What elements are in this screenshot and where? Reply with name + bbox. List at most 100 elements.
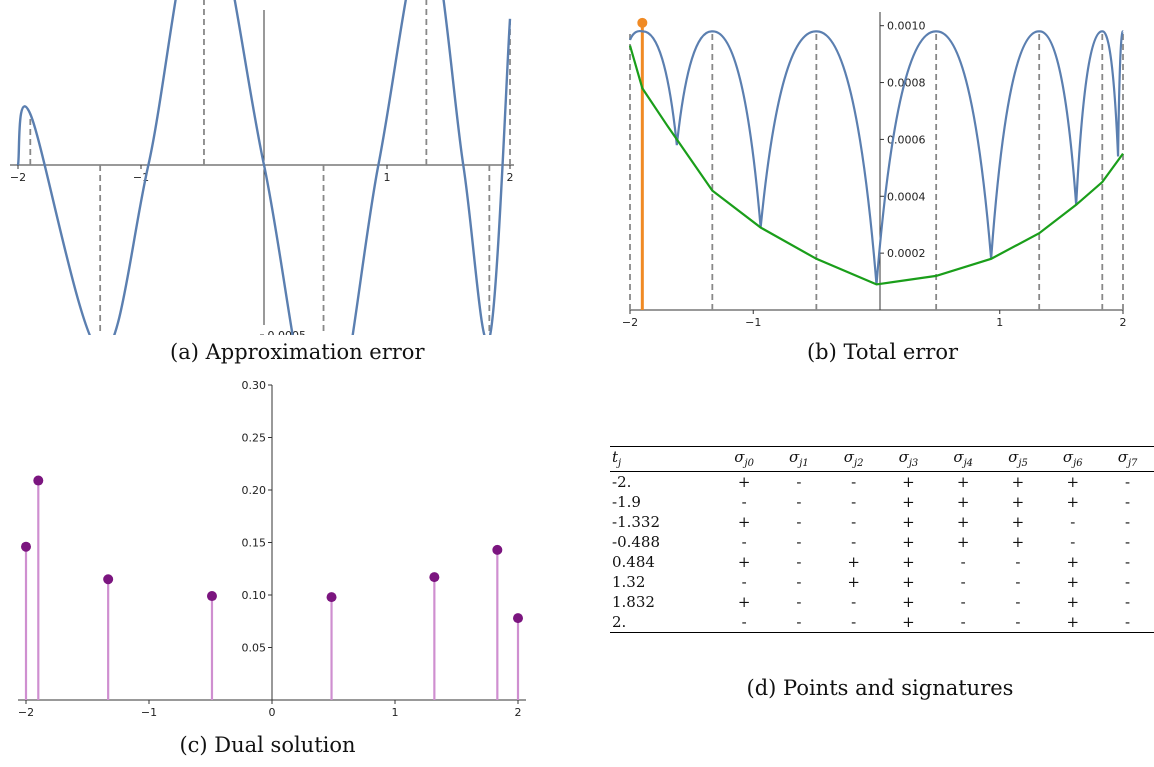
y-tick-label: 0.15 bbox=[242, 537, 267, 550]
table-cell: - bbox=[796, 513, 802, 531]
table-cell: - bbox=[990, 612, 1046, 633]
envelope-curve bbox=[628, 45, 1124, 286]
table-cell: - bbox=[1125, 533, 1131, 551]
table-cell: + bbox=[902, 553, 915, 571]
table-cell: - bbox=[851, 533, 857, 551]
x-tick-label: 2 bbox=[515, 706, 522, 719]
table-cell: - bbox=[1100, 612, 1154, 633]
table-row: 1.32 - - + + - - + - bbox=[610, 572, 1154, 592]
table-cell: + bbox=[881, 612, 936, 633]
y-tick-label: 0.0008 bbox=[887, 77, 926, 90]
table-header-cell: σj5 bbox=[990, 446, 1046, 472]
signature-table: tj σj0 σj1 σj2 σj3 σj4 σj5 σj6 σj7 -2. + - - + + + + - -1… bbox=[610, 446, 1154, 633]
table-row: -1.332 + - - + + + - - bbox=[610, 512, 1154, 532]
x-tick-label: −1 bbox=[745, 316, 761, 329]
table-cell: + bbox=[737, 513, 751, 531]
table-cell: + bbox=[956, 473, 970, 491]
y-tick-label: 0.0005 bbox=[268, 0, 307, 2]
table-cell: - bbox=[796, 493, 802, 511]
dual-point bbox=[33, 475, 44, 486]
table-cell: + bbox=[847, 553, 860, 571]
x-tick-label: 2 bbox=[507, 171, 514, 184]
error-curve bbox=[16, 0, 512, 335]
table-header-cell: σj2 bbox=[826, 446, 882, 472]
table-row: 1.832 + - - + - - + - bbox=[610, 592, 1154, 612]
table-cell: - bbox=[796, 473, 802, 491]
table-cell: + bbox=[1066, 493, 1080, 511]
table-cell: + bbox=[902, 473, 915, 491]
table-header-cell: σj6 bbox=[1045, 446, 1101, 472]
table-cell: - bbox=[960, 593, 966, 611]
table-cell: 2. bbox=[610, 612, 717, 633]
table-cell: - bbox=[796, 573, 802, 591]
x-tick-label: 0 bbox=[269, 706, 276, 719]
caption-approximation-error: (a) Approximation error bbox=[170, 340, 425, 364]
table-cell: + bbox=[737, 593, 751, 611]
table-cell: + bbox=[737, 473, 751, 491]
table-cell: - bbox=[1125, 573, 1131, 591]
table-header-cell: σj0 bbox=[716, 446, 772, 472]
dual-point bbox=[206, 591, 217, 602]
table-cell: - bbox=[741, 493, 747, 511]
table-cell: + bbox=[902, 513, 915, 531]
table-cell: + bbox=[1066, 593, 1080, 611]
table-cell: - bbox=[851, 513, 857, 531]
table-cell: - bbox=[796, 553, 802, 571]
table-cell: + bbox=[956, 533, 970, 551]
dual-point bbox=[21, 541, 31, 552]
table-cell: - bbox=[960, 553, 966, 571]
y-tick-label: 0.0006 bbox=[887, 133, 926, 146]
y-tick-label: 0.0004 bbox=[887, 190, 926, 203]
x-tick-label: −1 bbox=[141, 706, 157, 719]
table-header-cell: tj bbox=[610, 446, 717, 472]
dual-solution-chart: −2 −1 0 1 2 0.05 0.10 0.15 0.20 0.25 0.30 bbox=[18, 379, 526, 719]
dual-point bbox=[513, 613, 523, 624]
caption-points-and-signatures: (d) Points and signatures bbox=[746, 676, 1014, 700]
total-error-curve bbox=[628, 29, 1125, 285]
table-cell: + bbox=[902, 533, 915, 551]
table-cell: -1.332 bbox=[612, 513, 661, 531]
table-cell: -0.488 bbox=[612, 533, 661, 551]
dual-point bbox=[326, 592, 337, 603]
table-cell: - bbox=[1070, 533, 1076, 551]
y-tick-label: 0.20 bbox=[242, 484, 267, 497]
caption-total-error: (b) Total error bbox=[806, 340, 959, 364]
table-header-cell: σj1 bbox=[771, 446, 827, 472]
table-cell: + bbox=[1011, 533, 1025, 551]
table-cell: - bbox=[826, 612, 882, 633]
table-cell: -1.9 bbox=[612, 493, 641, 511]
dual-point bbox=[492, 544, 503, 555]
table-cell: - bbox=[935, 612, 991, 633]
table-header-cell: σj7 bbox=[1100, 446, 1154, 472]
table-cell: - bbox=[1125, 513, 1131, 531]
table-cell: - bbox=[1015, 573, 1021, 591]
table-cell: -2. bbox=[612, 473, 632, 491]
dual-point bbox=[429, 572, 440, 583]
table-cell: - bbox=[1125, 493, 1131, 511]
table-cell: - bbox=[851, 593, 857, 611]
y-tick-label: 0.0010 bbox=[887, 20, 926, 33]
table-cell: + bbox=[1066, 573, 1080, 591]
table-header-cell: σj3 bbox=[881, 446, 936, 472]
table-cell: - bbox=[1015, 593, 1021, 611]
table-cell: - bbox=[796, 593, 802, 611]
table-cell: + bbox=[1011, 513, 1025, 531]
table-cell: + bbox=[902, 493, 915, 511]
table-cell: - bbox=[1070, 513, 1076, 531]
x-tick-label: 2 bbox=[1120, 316, 1127, 329]
table-cell: + bbox=[902, 573, 915, 591]
table-cell: + bbox=[1066, 473, 1080, 491]
table-cell: 0.484 bbox=[612, 553, 655, 571]
table-cell: - bbox=[771, 612, 827, 633]
y-tick-label: −0.0005 bbox=[258, 329, 306, 335]
table-row: -1.9 - - - + + + + - bbox=[610, 492, 1154, 512]
x-tick-label: 1 bbox=[392, 706, 399, 719]
table-cell: - bbox=[741, 533, 747, 551]
table-cell: 1.32 bbox=[612, 573, 646, 591]
x-tick-label: −2 bbox=[10, 171, 26, 184]
table-cell: 1.832 bbox=[612, 593, 655, 611]
table-row: 2. - - - + - - + - bbox=[610, 612, 1154, 633]
table-cell: - bbox=[796, 533, 802, 551]
x-tick-label: 1 bbox=[996, 316, 1003, 329]
